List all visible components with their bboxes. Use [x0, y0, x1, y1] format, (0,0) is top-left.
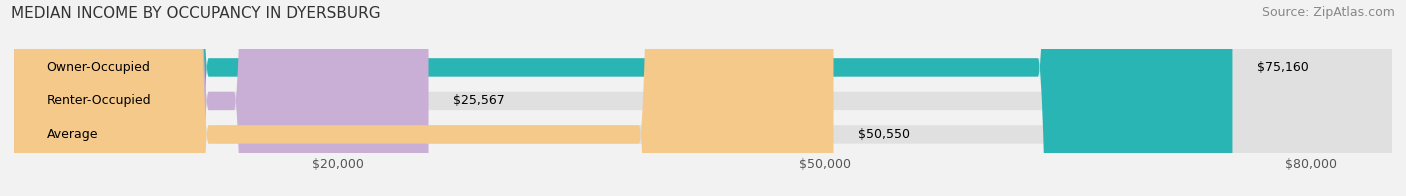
FancyBboxPatch shape [14, 0, 1392, 196]
FancyBboxPatch shape [14, 0, 1392, 196]
Text: $50,550: $50,550 [858, 128, 910, 141]
Text: $25,567: $25,567 [453, 94, 505, 107]
Text: $75,160: $75,160 [1257, 61, 1309, 74]
FancyBboxPatch shape [14, 0, 429, 196]
Text: MEDIAN INCOME BY OCCUPANCY IN DYERSBURG: MEDIAN INCOME BY OCCUPANCY IN DYERSBURG [11, 6, 381, 21]
Text: Source: ZipAtlas.com: Source: ZipAtlas.com [1261, 6, 1395, 19]
Text: Renter-Occupied: Renter-Occupied [46, 94, 150, 107]
FancyBboxPatch shape [14, 0, 834, 196]
Text: Owner-Occupied: Owner-Occupied [46, 61, 150, 74]
Text: Average: Average [46, 128, 98, 141]
FancyBboxPatch shape [14, 0, 1233, 196]
FancyBboxPatch shape [14, 0, 1392, 196]
